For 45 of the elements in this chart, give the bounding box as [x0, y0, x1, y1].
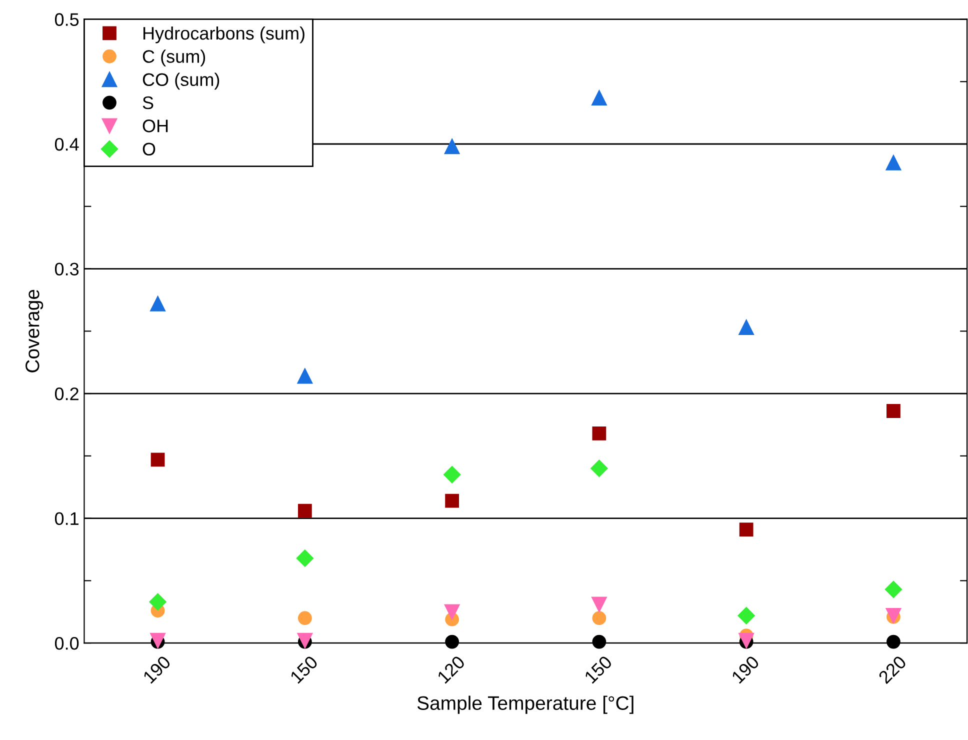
point [738, 320, 754, 336]
x-tick-label: 190 [731, 655, 760, 684]
point [739, 522, 754, 536]
x-tick-label: 150 [584, 655, 613, 684]
point [884, 580, 902, 598]
legend-label: CO (sum) [142, 72, 220, 90]
point [444, 466, 461, 484]
point [592, 596, 607, 612]
point [444, 138, 460, 154]
legend-label: C (sum) [142, 50, 206, 66]
y-tick-label: 0.0 [54, 636, 79, 650]
point [738, 607, 755, 624]
y-tick-label: 0.3 [54, 262, 79, 276]
point [592, 611, 606, 626]
point [592, 90, 607, 106]
y-tick-label: 0.5 [54, 13, 79, 26]
point [149, 593, 166, 610]
point [886, 634, 900, 649]
legend-label: S [142, 96, 154, 110]
point [298, 611, 312, 626]
point [150, 296, 166, 312]
point [150, 452, 165, 467]
point [590, 460, 608, 477]
point [298, 504, 312, 518]
point [296, 550, 314, 567]
y-tick-label: 0.4 [54, 138, 79, 151]
x-tick-label: 220 [878, 655, 908, 684]
point [592, 426, 606, 440]
legend-label: O [142, 142, 156, 156]
x-axis-title: Sample Temperature [°C] [417, 696, 634, 714]
point [445, 494, 459, 508]
x-tick-label: 150 [290, 655, 318, 684]
point [297, 368, 313, 384]
point [886, 404, 900, 418]
point [444, 604, 460, 620]
x-tick-label: 120 [436, 655, 466, 684]
y-axis-title: Coverage [26, 290, 44, 372]
legend-label: Hydrocarbons (sum) [143, 26, 304, 44]
y-tick-label: 0.2 [54, 387, 78, 400]
point [445, 634, 459, 649]
point [592, 634, 606, 649]
legend-label: OH [142, 120, 168, 132]
x-tick-label: 190 [142, 655, 172, 684]
point [886, 155, 902, 170]
y-tick-label: 0.1 [54, 512, 78, 526]
